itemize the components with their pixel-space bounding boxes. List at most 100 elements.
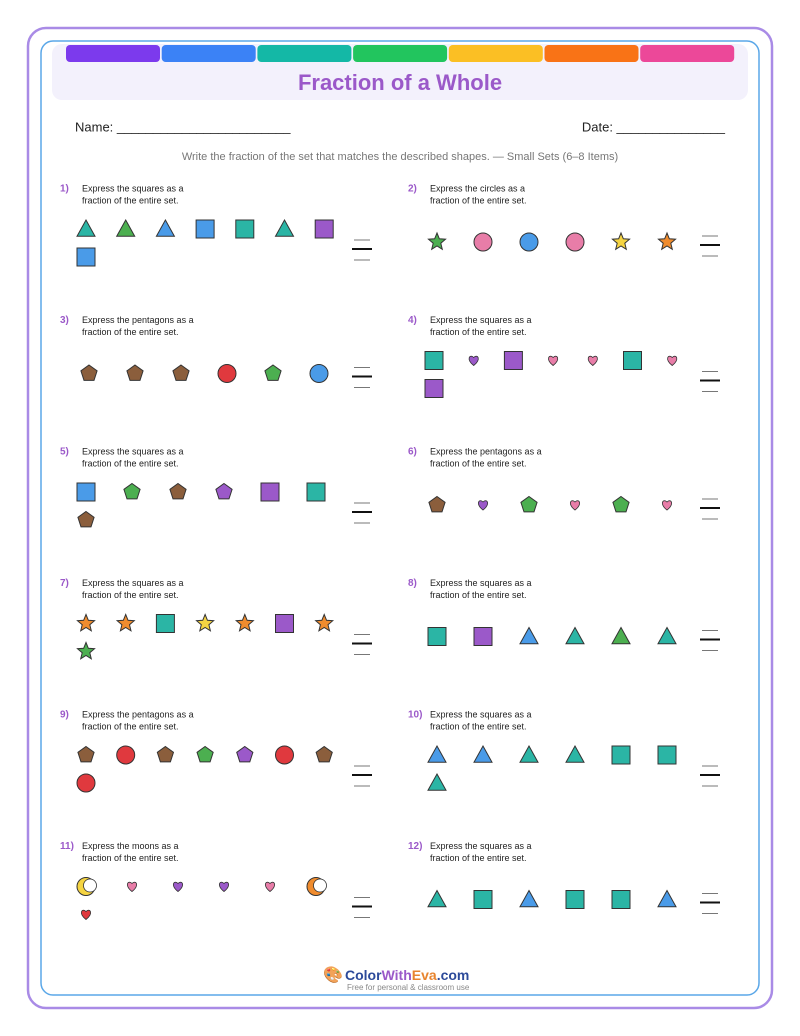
shape [275, 614, 294, 633]
inner-border [40, 40, 760, 996]
problem-text: Express the squares as a [82, 446, 184, 456]
problem-text: fraction of the entire set. [82, 590, 179, 600]
shape [195, 613, 215, 632]
brand-part: Color [345, 967, 382, 983]
shape [473, 232, 493, 252]
shape [427, 744, 447, 763]
shape [173, 881, 183, 893]
shape [172, 364, 190, 381]
problem-text: fraction of the entire set. [82, 458, 179, 468]
shape [473, 890, 493, 909]
date-field: Date: _______________ [582, 119, 726, 134]
problem-number: 1) [60, 184, 69, 195]
shape [81, 909, 91, 921]
problem-text: Express the squares as a [430, 841, 532, 851]
shape [274, 218, 295, 237]
shape [427, 889, 447, 908]
problem-number: 9) [60, 710, 69, 721]
shape [667, 355, 678, 367]
stripe [640, 45, 735, 62]
title: Fraction of a Whole [298, 70, 502, 95]
stripe [257, 45, 352, 62]
problem-text: Express the pentagons as a [430, 446, 542, 456]
problem-text: fraction of the entire set. [82, 195, 179, 205]
shape [77, 510, 95, 528]
shape [315, 745, 333, 763]
problem-text: Express the circles as a [430, 183, 525, 193]
problem-text: Express the squares as a [430, 315, 532, 325]
stripe [353, 45, 448, 62]
problem-text: fraction of the entire set. [82, 853, 179, 863]
shape [657, 231, 677, 251]
shape [427, 627, 447, 646]
shape [587, 355, 598, 367]
shape [309, 364, 329, 383]
shape [313, 878, 327, 893]
shape [611, 231, 631, 251]
shape [219, 881, 229, 893]
shape [314, 219, 334, 239]
problem: 7) Express the squares as a fraction of th… [60, 578, 372, 660]
problem-text: Express the moons as a [82, 841, 179, 851]
problem: 2) Express the circles as a fraction of th… [408, 183, 720, 257]
shape [473, 744, 493, 763]
shape [76, 641, 96, 660]
shape [570, 500, 580, 511]
shape [657, 626, 677, 645]
shape [314, 613, 335, 632]
shape [275, 745, 294, 765]
brand-part: With [382, 967, 412, 983]
color-stripe [66, 45, 735, 62]
stripe [161, 45, 256, 62]
shape [215, 482, 233, 500]
shape [657, 889, 677, 908]
shape [565, 744, 585, 763]
problem: 4) Express the squares as a fraction of th… [408, 315, 720, 398]
problem: 12) Express the squares as a fraction of t… [408, 841, 720, 914]
shape [77, 745, 95, 763]
shape [127, 881, 137, 893]
shape [76, 247, 96, 267]
stripe [448, 45, 543, 62]
problem-number: 2) [408, 184, 417, 195]
shape [424, 379, 444, 398]
shape [236, 745, 254, 763]
shape [76, 218, 96, 237]
shape [155, 614, 175, 633]
problem-text: Express the squares as a [430, 709, 532, 719]
problem-text: Express the pentagons as a [82, 709, 194, 719]
shape [427, 231, 447, 251]
problems: 1) Express the squares as a fraction of th… [60, 183, 720, 921]
problem: 5) Express the squares as a fraction of th… [60, 446, 372, 528]
shape [196, 745, 214, 763]
problem-text: Express the squares as a [82, 183, 184, 193]
shape [115, 218, 136, 237]
problem-text: fraction of the entire set. [430, 327, 527, 337]
shape [264, 364, 282, 381]
shape [260, 482, 280, 502]
shape [473, 627, 493, 646]
problem-text: fraction of the entire set. [430, 853, 527, 863]
shape [611, 745, 631, 765]
shape [611, 890, 631, 909]
brand-part: .com [437, 967, 470, 983]
footer: 🎨 ColorWithEva.com Free for personal & c… [323, 965, 470, 992]
problem-text: Express the squares as a [430, 578, 532, 588]
shape [427, 772, 447, 791]
problem-number: 3) [60, 315, 69, 326]
shape [116, 745, 136, 765]
problem-text: Express the squares as a [82, 578, 184, 588]
shape [76, 773, 96, 793]
shape [611, 626, 631, 645]
shape [519, 889, 539, 908]
shape [424, 351, 444, 370]
shape [156, 745, 175, 763]
shape [657, 745, 677, 765]
problem-text: fraction of the entire set. [430, 458, 527, 468]
shape [80, 364, 98, 381]
shape [662, 500, 672, 511]
shape [623, 351, 642, 370]
problem: 10) Express the squares as a fraction of t… [408, 709, 720, 791]
problem-text: Express the pentagons as a [82, 315, 194, 325]
